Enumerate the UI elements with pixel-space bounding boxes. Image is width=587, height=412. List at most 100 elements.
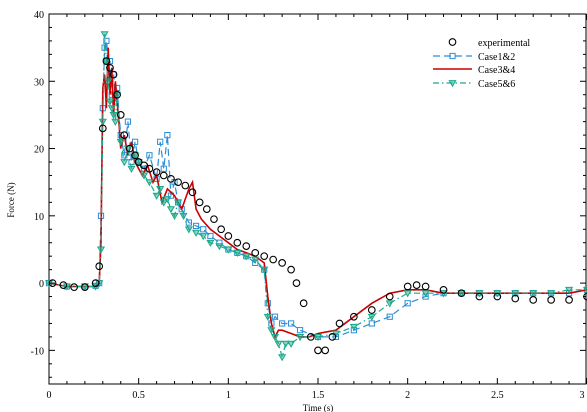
- data-point: [296, 334, 305, 342]
- data-point: [116, 138, 125, 147]
- data-point: [328, 333, 337, 341]
- data-point: [439, 285, 448, 294]
- legend-entry: Case1&2: [433, 52, 515, 63]
- data-point: [267, 327, 276, 335]
- data-point: [179, 212, 188, 221]
- data-point: [210, 215, 218, 224]
- data-point: [385, 292, 394, 301]
- data-point: [152, 168, 161, 176]
- legend-label: experimental: [478, 38, 530, 49]
- data-point: [164, 131, 171, 139]
- data-point: [251, 248, 260, 257]
- data-point: [367, 306, 376, 314]
- data-point: [582, 286, 587, 295]
- y-tick-label: 10: [34, 212, 44, 223]
- data-point: [120, 159, 129, 167]
- y-tick-label: -10: [31, 346, 44, 357]
- data-point: [106, 63, 114, 72]
- data-point: [278, 354, 287, 362]
- data-point: [242, 242, 251, 250]
- x-tick-label: 3: [580, 390, 585, 401]
- data-point: [287, 340, 296, 348]
- legend-marker: [448, 38, 457, 46]
- data-point: [385, 300, 394, 308]
- legend: experimental Case1&2 Case3&4 Case5&6: [433, 38, 530, 90]
- data-point: [292, 279, 301, 287]
- data-point: [288, 320, 295, 327]
- legend-label: Case3&4: [478, 65, 515, 76]
- data-point: [224, 232, 233, 240]
- data-point: [251, 256, 260, 264]
- data-point: [188, 188, 197, 197]
- data-point: [184, 226, 193, 234]
- data-point: [120, 131, 129, 139]
- data-point: [421, 282, 430, 291]
- data-point: [102, 57, 111, 65]
- data-point: [192, 222, 200, 230]
- data-point: [145, 179, 154, 187]
- y-tick-label: 30: [34, 77, 44, 88]
- data-point: [156, 186, 165, 194]
- data-point: [124, 118, 132, 125]
- data-point: [163, 196, 172, 204]
- data-point: [107, 105, 116, 113]
- data-point: [174, 178, 182, 187]
- x-tick-label: 0: [47, 390, 52, 401]
- y-tick-label: 0: [39, 279, 44, 290]
- data-point: [191, 229, 201, 237]
- data-point: [109, 112, 118, 120]
- data-point: [335, 319, 344, 328]
- data-point: [217, 225, 226, 234]
- data-point: [96, 246, 106, 254]
- data-point: [178, 205, 185, 213]
- data-point: [128, 158, 135, 166]
- x-tick-label: 2: [405, 390, 410, 401]
- data-point: [140, 161, 148, 170]
- data-point: [412, 281, 421, 289]
- legend-marker: [448, 80, 457, 88]
- x-tick-label: 2.5: [491, 390, 504, 401]
- data-point: [511, 290, 520, 298]
- legend-label: Case1&2: [478, 52, 515, 63]
- data-point: [368, 320, 375, 327]
- data-point: [529, 296, 538, 304]
- data-point: [166, 206, 176, 214]
- data-point: [195, 198, 204, 207]
- data-point: [113, 90, 121, 99]
- data-point: [181, 181, 190, 190]
- data-point: [314, 346, 322, 355]
- data-point: [349, 323, 358, 332]
- data-point: [242, 253, 251, 261]
- data-point: [109, 70, 118, 79]
- data-point: [260, 266, 269, 274]
- data-point: [113, 91, 122, 99]
- data-point: [59, 281, 68, 289]
- series-layer: [44, 31, 587, 362]
- series-0: [48, 57, 587, 355]
- data-point: [260, 252, 269, 261]
- x-tick-label: 1.5: [312, 390, 325, 401]
- data-point: [386, 313, 393, 320]
- data-point: [81, 283, 89, 291]
- data-point: [367, 313, 376, 321]
- data-point: [206, 239, 215, 247]
- data-point: [200, 226, 207, 233]
- data-point: [404, 300, 411, 307]
- data-point: [159, 199, 168, 207]
- data-point: [131, 151, 139, 160]
- data-point: [565, 286, 574, 295]
- data-point: [233, 249, 242, 258]
- data-point: [475, 292, 484, 301]
- data-point: [233, 238, 242, 247]
- data-point: [281, 340, 290, 348]
- y-tick-label: 20: [34, 145, 44, 156]
- series-line: [48, 47, 587, 340]
- data-point: [547, 296, 555, 304]
- data-point: [565, 296, 573, 304]
- data-point: [91, 279, 100, 287]
- data-point: [145, 164, 154, 173]
- data-point: [270, 334, 280, 342]
- data-point: [100, 31, 109, 39]
- y-axis-label: Force (N): [6, 182, 16, 217]
- data-point: [103, 37, 110, 45]
